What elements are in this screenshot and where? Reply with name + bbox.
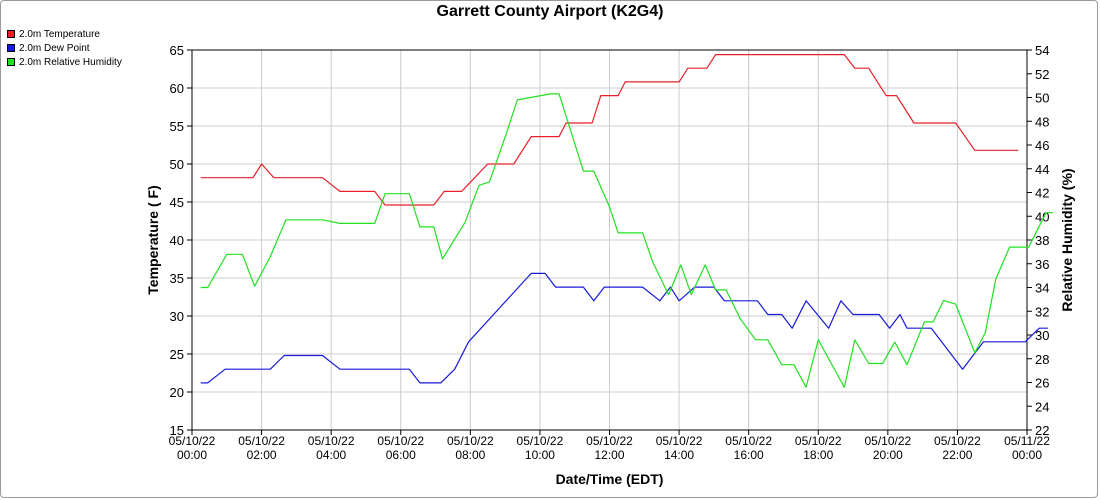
series-relative-humidity-line xyxy=(200,93,1054,388)
x-tick-label-date: 05/10/22 xyxy=(656,434,703,448)
y-tick-label: 30 xyxy=(170,309,184,324)
x-tick-label-date: 05/10/22 xyxy=(238,434,285,448)
legend-swatch-temperature xyxy=(7,30,15,38)
y-tick-label: 25 xyxy=(170,347,184,362)
x-tick-label-time: 14:00 xyxy=(664,448,694,462)
legend-label-relative-humidity: 2.0m Relative Humidity xyxy=(19,56,122,68)
y2-tick-label: 46 xyxy=(1035,138,1049,153)
y-tick-label: 40 xyxy=(170,233,184,248)
y2-tick-label: 54 xyxy=(1035,43,1049,58)
y-tick-label: 60 xyxy=(170,81,184,96)
x-tick-label-time: 10:00 xyxy=(525,448,555,462)
y2-tick-label: 36 xyxy=(1035,257,1049,272)
y-tick-label: 20 xyxy=(170,385,184,400)
y2-tick-label: 42 xyxy=(1035,186,1049,201)
y-tick-label: 45 xyxy=(170,195,184,210)
y2-tick-label: 44 xyxy=(1035,162,1049,177)
y2-tick-label: 22 xyxy=(1035,423,1049,438)
x-tick-label-time: 16:00 xyxy=(734,448,764,462)
x-tick-label-date: 05/10/22 xyxy=(169,434,216,448)
x-tick-label-date: 05/10/22 xyxy=(586,434,633,448)
x-tick-label-time: 00:00 xyxy=(1012,448,1042,462)
x-tick-label-time: 02:00 xyxy=(247,448,277,462)
y2-axis-label: Relative Humidity (%) xyxy=(1059,168,1075,311)
grid-lines xyxy=(191,49,1028,431)
y2-tick-label: 28 xyxy=(1035,352,1049,367)
legend-label-temperature: 2.0m Temperature xyxy=(19,28,100,40)
x-axis-ticks: 05/10/2200:0005/10/2202:0005/10/2204:000… xyxy=(169,430,1050,462)
x-tick-label-time: 04:00 xyxy=(316,448,346,462)
legend-label-dew-point: 2.0m Dew Point xyxy=(19,42,90,54)
y-tick-label: 55 xyxy=(170,119,184,134)
y2-tick-label: 50 xyxy=(1035,91,1049,106)
y2-tick-label: 32 xyxy=(1035,304,1049,319)
y-tick-label: 15 xyxy=(170,423,184,438)
legend: 2.0m Temperature 2.0m Dew Point 2.0m Rel… xyxy=(7,27,122,69)
legend-swatch-dew-point xyxy=(7,44,15,52)
x-tick-label-time: 06:00 xyxy=(386,448,416,462)
x-tick-label-date: 05/10/22 xyxy=(795,434,842,448)
y-axis-ticks: 15 20 25 30 35 40 45 50 55 60 65 xyxy=(170,43,192,438)
x-tick-label-time: 22:00 xyxy=(942,448,972,462)
series-temperature-line xyxy=(200,53,1019,206)
y-axis-label: Temperature ( F) xyxy=(145,185,161,294)
y2-tick-label: 30 xyxy=(1035,328,1049,343)
y2-tick-label: 38 xyxy=(1035,233,1049,248)
x-tick-label-date: 05/11/22 xyxy=(1004,434,1050,448)
x-tick-label-date: 05/10/22 xyxy=(517,434,564,448)
x-tick-label-date: 05/10/22 xyxy=(934,434,981,448)
y2-tick-label: 26 xyxy=(1035,376,1049,391)
x-tick-label-date: 05/10/22 xyxy=(864,434,911,448)
x-tick-label-date: 05/10/22 xyxy=(447,434,494,448)
x-tick-label-date: 05/10/22 xyxy=(377,434,424,448)
legend-item-relative-humidity: 2.0m Relative Humidity xyxy=(7,55,122,69)
x-tick-label-time: 20:00 xyxy=(873,448,903,462)
legend-item-dew-point: 2.0m Dew Point xyxy=(7,41,122,55)
y2-tick-label: 24 xyxy=(1035,399,1049,414)
legend-item-temperature: 2.0m Temperature xyxy=(7,27,122,41)
x-tick-label-date: 05/10/22 xyxy=(725,434,772,448)
y-tick-label: 65 xyxy=(170,43,184,58)
x-tick-label-time: 18:00 xyxy=(803,448,833,462)
y2-tick-label: 34 xyxy=(1035,281,1049,296)
x-tick-label-time: 00:00 xyxy=(177,448,207,462)
legend-swatch-relative-humidity xyxy=(7,58,15,66)
y2-axis-ticks: 22 24 26 28 30 32 34 36 38 40 42 44 46 48 50 52 54 xyxy=(1027,43,1049,438)
chart-title: Garrett County Airport (K2G4) xyxy=(436,3,664,20)
series-lines xyxy=(200,53,1054,388)
y2-tick-label: 48 xyxy=(1035,114,1049,129)
y2-tick-label: 52 xyxy=(1035,67,1049,82)
y-tick-label: 50 xyxy=(170,157,184,172)
x-tick-label-date: 05/10/22 xyxy=(308,434,355,448)
x-axis-label: Date/Time (EDT) xyxy=(556,471,664,487)
y-tick-label: 35 xyxy=(170,271,184,286)
x-tick-label-time: 12:00 xyxy=(594,448,624,462)
series-dew-point-line xyxy=(200,272,1048,384)
y2-tick-label: 40 xyxy=(1035,209,1049,224)
x-tick-label-time: 08:00 xyxy=(455,448,485,462)
